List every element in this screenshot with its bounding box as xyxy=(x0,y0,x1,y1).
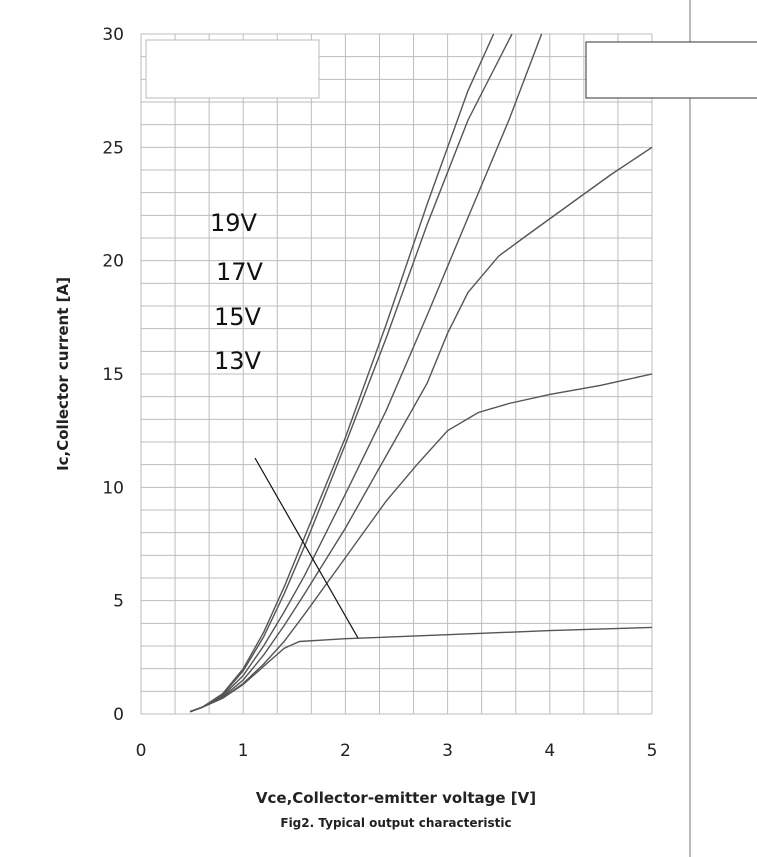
y-tick-label: 10 xyxy=(102,478,124,498)
curve-label-13v: 13V xyxy=(214,347,262,375)
series-group xyxy=(189,33,653,713)
blank-legend-box xyxy=(145,39,320,99)
y-tick-label: 25 xyxy=(102,138,124,158)
y-ticks: 0 5 10 15 20 25 30 xyxy=(102,25,124,725)
y-tick-label: 15 xyxy=(102,365,124,385)
series-line-1 xyxy=(189,33,495,713)
y-tick-label: 5 xyxy=(113,592,124,612)
series-line-4 xyxy=(189,146,653,713)
x-tick-label: 1 xyxy=(238,741,249,761)
x-tick-label: 0 xyxy=(136,741,147,761)
y-tick-label: 20 xyxy=(102,252,124,272)
x-tick-label: 2 xyxy=(340,741,351,761)
grid xyxy=(140,33,653,715)
series-line-2 xyxy=(189,33,513,713)
x-tick-label: 3 xyxy=(442,741,453,761)
y-tick-label: 30 xyxy=(102,25,124,45)
figure-caption: Fig2. Typical output characteristic xyxy=(280,816,511,830)
curve-label-15v: 15V xyxy=(214,303,262,331)
series-line-6 xyxy=(189,626,653,713)
x-tick-label: 5 xyxy=(647,741,658,761)
curve-label-17v: 17V xyxy=(216,258,264,286)
y-tick-label: 0 xyxy=(113,705,124,725)
x-ticks: 0 1 2 3 4 5 xyxy=(136,741,658,761)
series-line-3 xyxy=(189,33,543,713)
blank-label-box xyxy=(585,41,757,99)
y-axis-label: Ic,Collector current [A] xyxy=(54,277,72,471)
x-axis-label: Vce,Collector-emitter voltage [V] xyxy=(256,789,536,807)
pointer-line xyxy=(254,457,359,639)
x-tick-label: 4 xyxy=(544,741,555,761)
curve-label-19v: 19V xyxy=(210,209,258,237)
